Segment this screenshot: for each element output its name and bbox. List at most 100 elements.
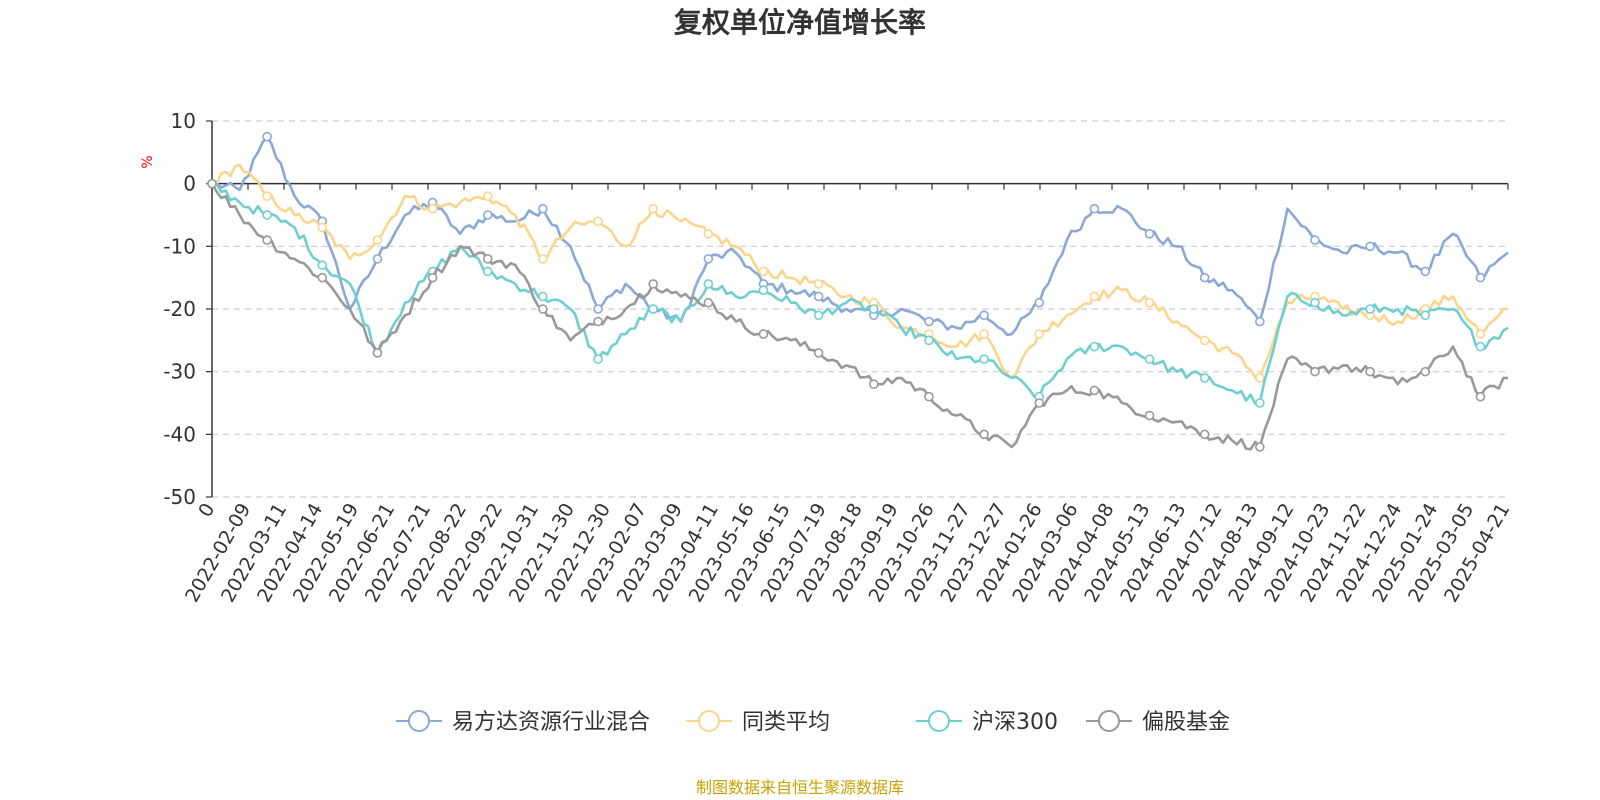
series-point-1 — [1199, 272, 1210, 283]
y-tick-label: -20 — [163, 297, 196, 321]
series-point-2 — [1034, 329, 1045, 339]
y-tick-label: 0 — [183, 172, 196, 196]
series-point-4 — [979, 429, 989, 440]
series-point-3 — [813, 310, 824, 321]
series-point-1 — [813, 291, 824, 302]
series-point-1 — [1365, 241, 1375, 252]
series-point-2 — [1144, 297, 1155, 308]
legend[interactable]: 易方达资源行业混合 同类平均 沪深300 偏股基金 — [396, 710, 1230, 735]
series-point-3 — [1310, 297, 1320, 308]
series-point-4 — [1365, 366, 1375, 377]
y-tick-label: -10 — [163, 234, 196, 258]
legend-label-2: 同类平均 — [742, 710, 830, 735]
series-point-2 — [1475, 329, 1486, 339]
series-point-1 — [538, 203, 548, 214]
series-point-3 — [1089, 341, 1100, 352]
series-point-2 — [1255, 373, 1265, 383]
series-point-3 — [924, 335, 934, 346]
series-point-4 — [758, 329, 769, 339]
series-point-2 — [648, 203, 658, 214]
legend-label-1: 易方达资源行业混合 — [452, 710, 650, 735]
series-point-3 — [979, 354, 989, 364]
series-lines — [207, 131, 1509, 452]
series-point-4 — [1089, 385, 1100, 396]
series-point-4 — [703, 297, 714, 308]
series-line-1 — [211, 135, 1509, 337]
axes: 100-10-20-30-40-5002022-02-092022-03-112… — [163, 109, 1514, 606]
series-point-2 — [703, 229, 714, 239]
legend-marker-3 — [928, 710, 950, 732]
series-point-4 — [1310, 366, 1320, 377]
series-point-2 — [262, 191, 272, 201]
series-point-3 — [1199, 373, 1210, 383]
series-line-4 — [210, 183, 1508, 451]
series-point-4 — [924, 391, 934, 402]
series-point-4 — [593, 316, 603, 327]
series-point-2 — [758, 266, 769, 277]
series-point-1 — [924, 316, 934, 327]
series-point-1 — [979, 310, 989, 321]
series-point-2 — [813, 279, 824, 289]
legend-marker-1 — [408, 710, 430, 732]
series-point-4 — [1420, 366, 1431, 377]
series-point-2 — [372, 235, 383, 245]
series-point-2 — [482, 191, 493, 201]
y-tick-label: -50 — [163, 485, 196, 509]
y-axis-unit: % — [140, 155, 156, 168]
series-point-4 — [648, 279, 658, 289]
series-point-2 — [593, 216, 603, 227]
chart-title: 复权单位净值增长率 — [674, 6, 926, 39]
series-point-1 — [1089, 203, 1100, 214]
series-point-4 — [1475, 391, 1486, 402]
series-point-3 — [1475, 341, 1486, 352]
x-tick-label: 0 — [194, 500, 219, 521]
series-point-3 — [1365, 304, 1375, 314]
series-point-3 — [758, 285, 769, 296]
series-point-4 — [868, 379, 879, 390]
series-point-1 — [262, 131, 272, 142]
series-point-1 — [593, 304, 603, 314]
series-point-3 — [703, 279, 714, 289]
series-point-4 — [1199, 429, 1210, 440]
series-point-4 — [538, 304, 548, 314]
series-point-3 — [1420, 310, 1431, 321]
y-tick-label: -30 — [163, 360, 196, 384]
series-point-4 — [1034, 398, 1045, 408]
series-point-3 — [538, 291, 548, 302]
series-point-1 — [482, 210, 493, 220]
legend-label-3: 沪深300 — [972, 710, 1058, 735]
series-point-4 — [1255, 442, 1265, 452]
series-point-1 — [1034, 297, 1045, 308]
series-point-3 — [262, 210, 272, 220]
series-point-1 — [703, 254, 714, 264]
legend-label-4: 偏股基金 — [1142, 710, 1230, 735]
series-point-1 — [372, 254, 383, 264]
series-point-4 — [207, 178, 217, 189]
series-point-4 — [262, 235, 272, 245]
series-point-4 — [372, 348, 383, 358]
series-point-1 — [1475, 272, 1486, 283]
series-point-1 — [1310, 235, 1320, 245]
series-point-3 — [1144, 354, 1155, 364]
series-point-3 — [317, 260, 328, 270]
series-line-2 — [211, 163, 1509, 380]
series-point-4 — [482, 254, 493, 264]
series-point-2 — [317, 222, 328, 233]
series-line-3 — [211, 182, 1509, 405]
series-point-1 — [1255, 316, 1265, 327]
series-point-3 — [482, 266, 493, 277]
series-point-2 — [427, 203, 438, 214]
series-point-3 — [1255, 398, 1265, 408]
series-point-1 — [1420, 266, 1431, 277]
series-point-2 — [1089, 291, 1100, 302]
series-point-3 — [648, 304, 658, 314]
legend-marker-4 — [1098, 710, 1120, 732]
series-point-2 — [538, 254, 548, 264]
series-point-4 — [317, 272, 328, 283]
series-point-4 — [1144, 410, 1155, 421]
source-note: 制图数据来自恒生聚源数据库 — [696, 778, 904, 797]
series-point-3 — [593, 354, 603, 364]
y-tick-label: 10 — [171, 109, 196, 133]
series-point-2 — [1199, 335, 1210, 346]
